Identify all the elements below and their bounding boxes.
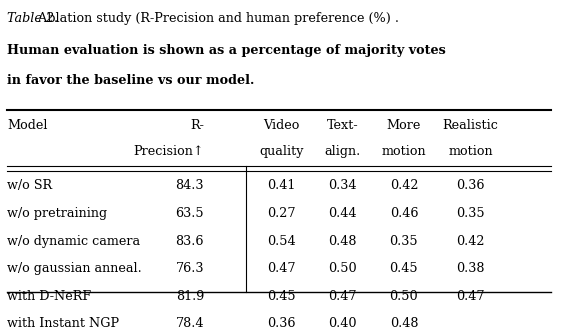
Text: 0.44: 0.44 — [329, 207, 357, 220]
Text: 0.41: 0.41 — [267, 179, 296, 192]
Text: Human evaluation is shown as a percentage of majority votes: Human evaluation is shown as a percentag… — [7, 44, 446, 58]
Text: w/o gaussian anneal.: w/o gaussian anneal. — [7, 262, 142, 275]
Text: w/o pretraining: w/o pretraining — [7, 207, 107, 220]
Text: Text-: Text- — [327, 119, 359, 132]
Text: in favor the baseline vs our model.: in favor the baseline vs our model. — [7, 74, 254, 87]
Text: 0.27: 0.27 — [267, 207, 296, 220]
Text: 0.50: 0.50 — [390, 290, 418, 303]
Text: Precision↑: Precision↑ — [134, 145, 204, 158]
Text: 0.45: 0.45 — [267, 290, 296, 303]
Text: Ablation study (R-Precision and human preference (%) .: Ablation study (R-Precision and human pr… — [34, 12, 399, 25]
Text: Model: Model — [7, 119, 47, 132]
Text: quality: quality — [259, 145, 304, 158]
Text: Table 2.: Table 2. — [7, 12, 58, 25]
Text: align.: align. — [325, 145, 361, 158]
Text: 81.9: 81.9 — [175, 290, 204, 303]
Text: 0.46: 0.46 — [390, 207, 418, 220]
Text: 0.42: 0.42 — [390, 179, 418, 192]
Text: motion: motion — [382, 145, 426, 158]
Text: 0.47: 0.47 — [456, 290, 485, 303]
Text: 76.3: 76.3 — [175, 262, 204, 275]
Text: 0.35: 0.35 — [456, 207, 485, 220]
Text: 0.48: 0.48 — [390, 317, 418, 329]
Text: Video: Video — [263, 119, 300, 132]
Text: 0.47: 0.47 — [267, 262, 296, 275]
Text: 83.6: 83.6 — [175, 235, 204, 248]
Text: 84.3: 84.3 — [175, 179, 204, 192]
Text: 0.42: 0.42 — [456, 235, 485, 248]
Text: with Instant NGP: with Instant NGP — [7, 317, 119, 329]
Text: 0.34: 0.34 — [329, 179, 357, 192]
Text: More: More — [387, 119, 421, 132]
Text: with D-NeRF: with D-NeRF — [7, 290, 91, 303]
Text: 0.54: 0.54 — [267, 235, 296, 248]
Text: 0.36: 0.36 — [267, 317, 296, 329]
Text: 0.40: 0.40 — [329, 317, 357, 329]
Text: 63.5: 63.5 — [175, 207, 204, 220]
Text: motion: motion — [448, 145, 493, 158]
Text: 78.4: 78.4 — [175, 317, 204, 329]
Text: Realistic: Realistic — [443, 119, 499, 132]
Text: R-: R- — [190, 119, 204, 132]
Text: 0.38: 0.38 — [456, 262, 485, 275]
Text: 0.35: 0.35 — [390, 235, 418, 248]
Text: w/o SR: w/o SR — [7, 179, 52, 192]
Text: 0.47: 0.47 — [329, 290, 357, 303]
Text: 0.48: 0.48 — [329, 235, 357, 248]
Text: 0.45: 0.45 — [390, 262, 418, 275]
Text: 0.36: 0.36 — [456, 179, 485, 192]
Text: w/o dynamic camera: w/o dynamic camera — [7, 235, 140, 248]
Text: 0.50: 0.50 — [328, 262, 357, 275]
